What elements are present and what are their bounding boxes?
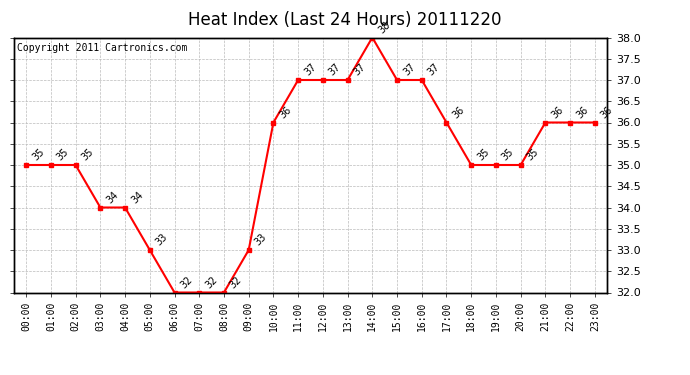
Text: 35: 35 — [475, 147, 491, 163]
Text: 38: 38 — [377, 20, 392, 35]
Text: 37: 37 — [352, 62, 368, 78]
Text: 36: 36 — [451, 105, 466, 120]
Text: 35: 35 — [500, 147, 516, 163]
Text: 33: 33 — [253, 232, 268, 248]
Text: 35: 35 — [80, 147, 96, 163]
Text: Copyright 2011 Cartronics.com: Copyright 2011 Cartronics.com — [17, 43, 187, 52]
Text: 36: 36 — [549, 105, 565, 120]
Text: 37: 37 — [327, 62, 343, 78]
Text: 37: 37 — [302, 62, 318, 78]
Text: 36: 36 — [599, 105, 615, 120]
Text: 34: 34 — [129, 190, 145, 206]
Text: 36: 36 — [277, 105, 293, 120]
Text: 34: 34 — [104, 190, 120, 206]
Text: 35: 35 — [525, 147, 541, 163]
Text: 37: 37 — [426, 62, 442, 78]
Text: 35: 35 — [55, 147, 71, 163]
Text: 36: 36 — [574, 105, 590, 120]
Text: Heat Index (Last 24 Hours) 20111220: Heat Index (Last 24 Hours) 20111220 — [188, 11, 502, 29]
Text: 32: 32 — [228, 274, 244, 290]
Text: 35: 35 — [30, 147, 46, 163]
Text: 32: 32 — [204, 274, 219, 290]
Text: 37: 37 — [401, 62, 417, 78]
Text: 33: 33 — [154, 232, 170, 248]
Text: 32: 32 — [179, 274, 195, 290]
